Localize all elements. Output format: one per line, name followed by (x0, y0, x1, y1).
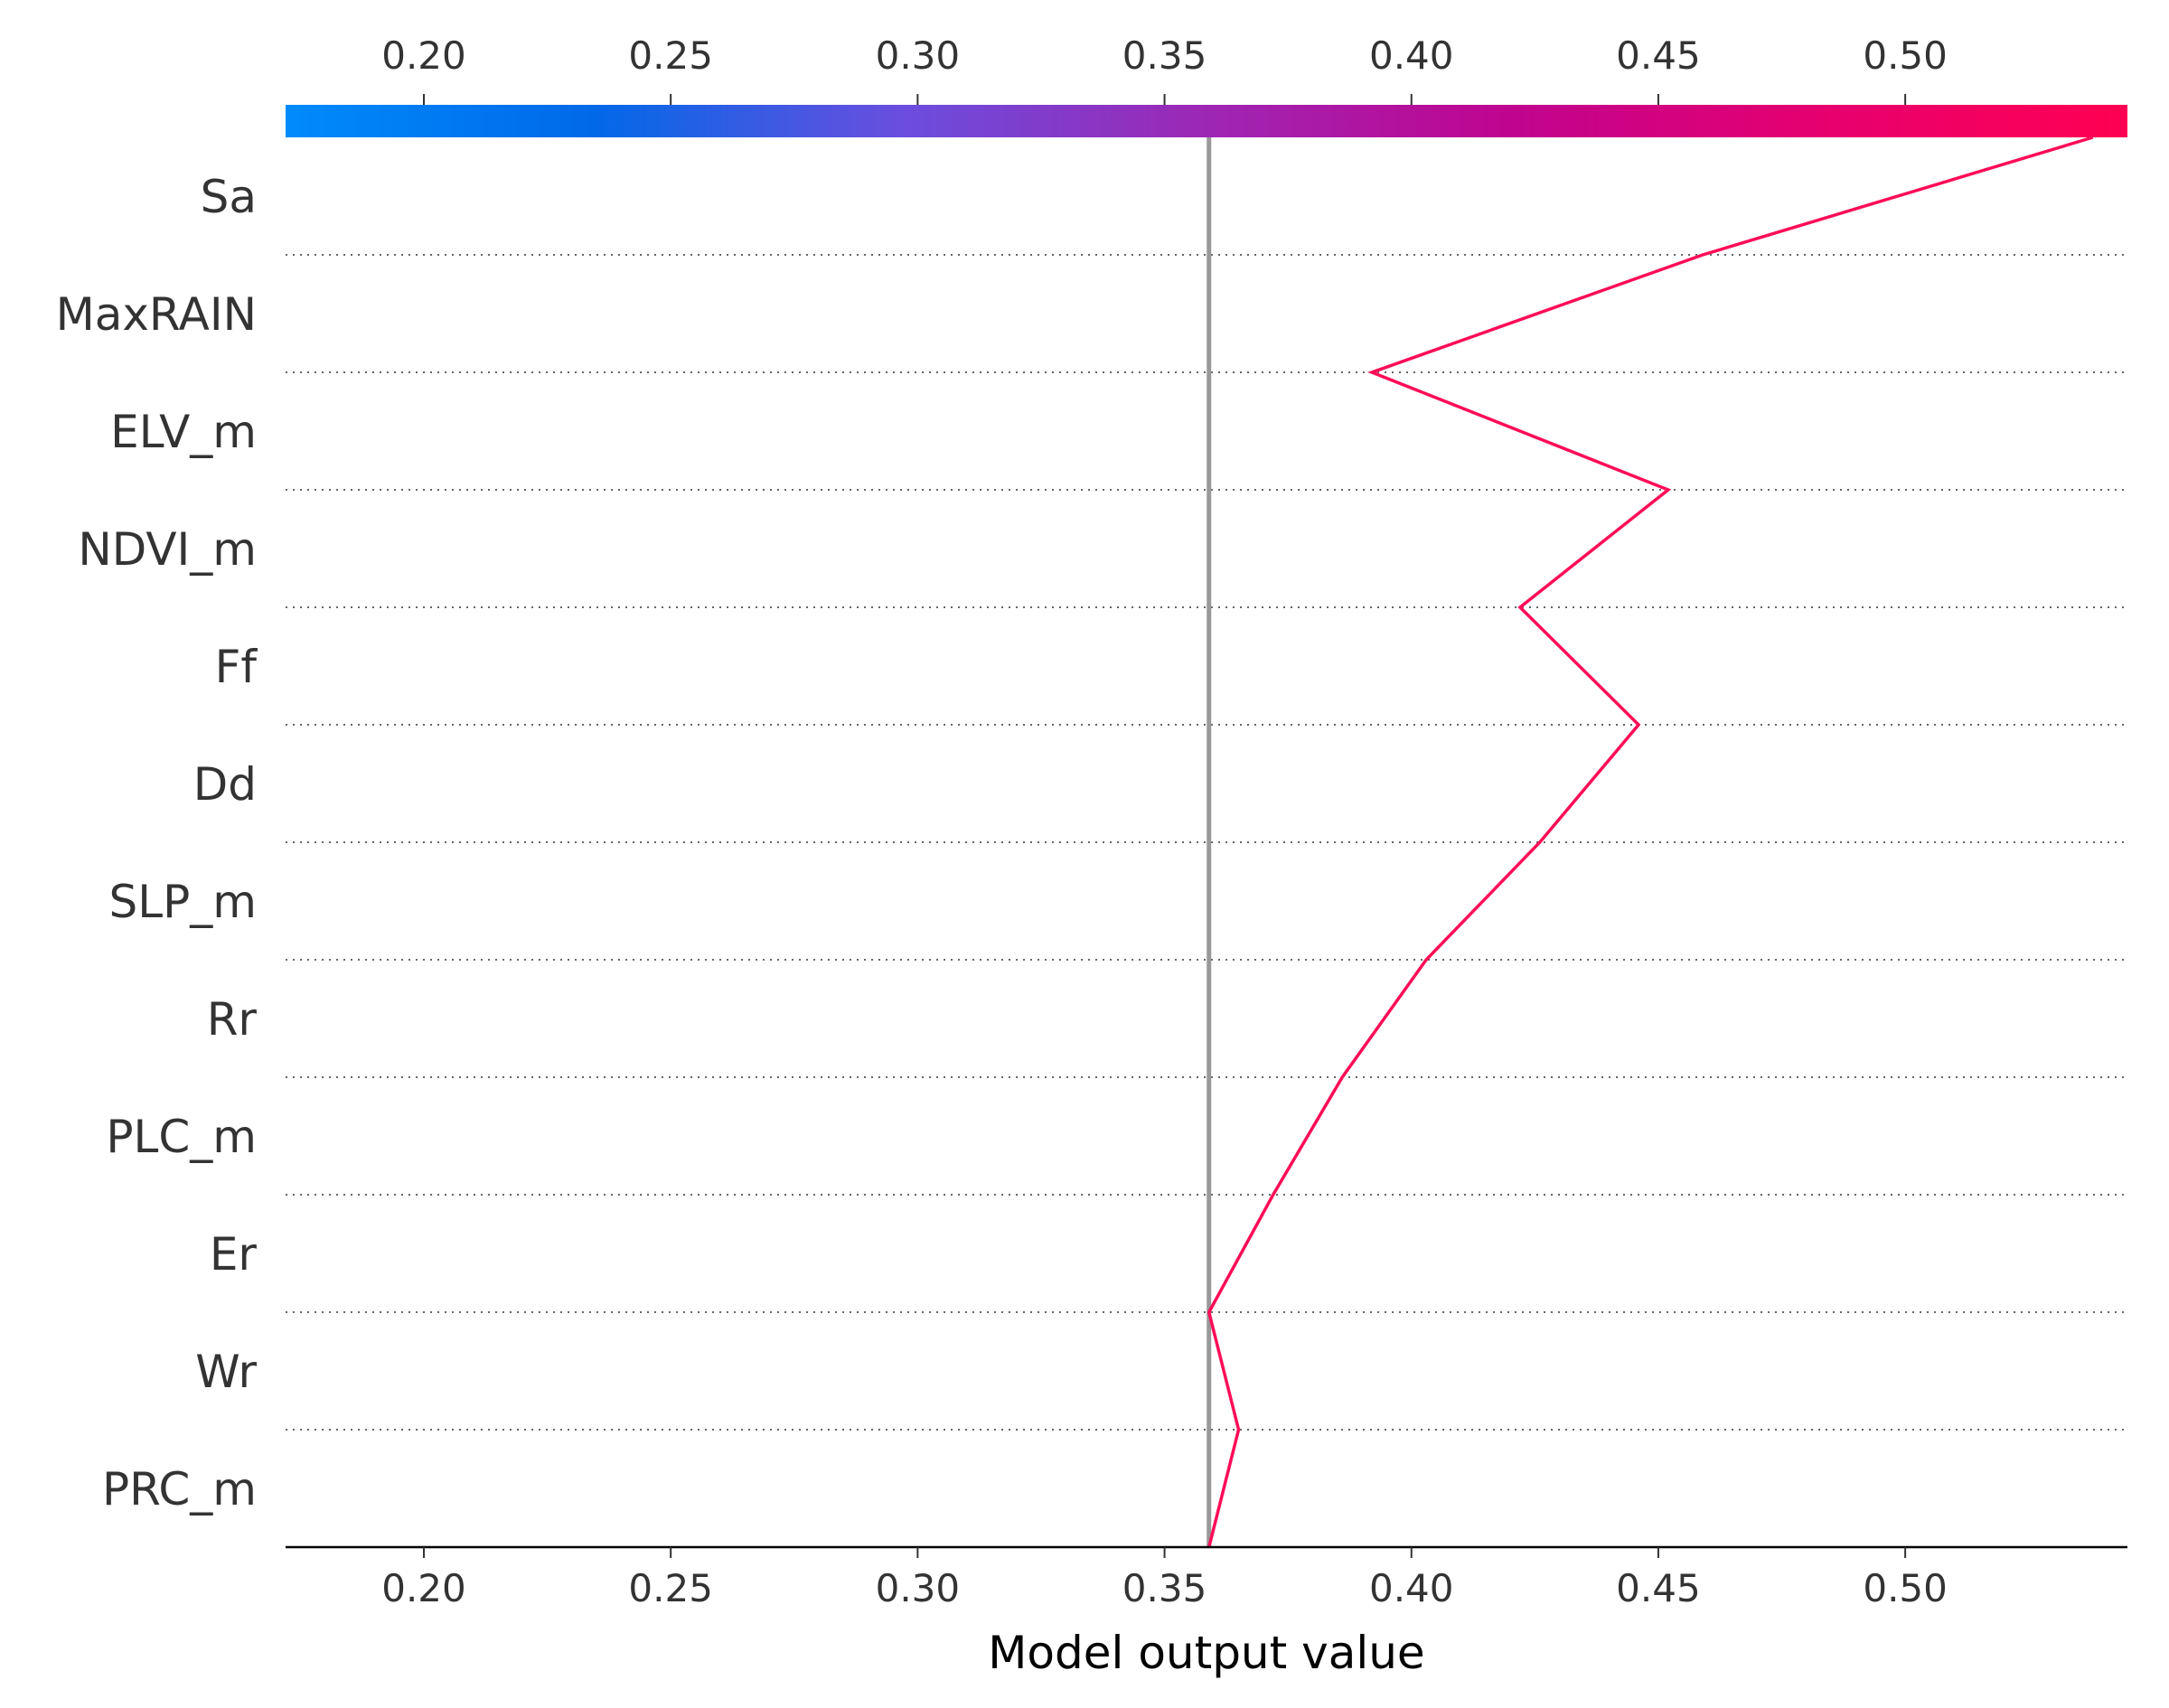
bottom-tick-label: 0.35 (1122, 1566, 1207, 1610)
top-tick-label: 0.30 (876, 33, 961, 78)
feature-label: NDVI_m (78, 523, 257, 576)
feature-label: SLP_m (109, 876, 257, 928)
bottom-tick-label: 0.40 (1369, 1566, 1454, 1610)
top-tick-label: 0.20 (381, 33, 466, 78)
bottom-tick-label: 0.50 (1863, 1566, 1948, 1610)
top-axis: 0.20 0.25 0.30 0.35 0.40 0.45 0.50 (381, 33, 1948, 105)
decision-line (1207, 136, 2094, 1548)
top-tick-label: 0.40 (1369, 33, 1454, 78)
feature-separators (286, 254, 2127, 1431)
feature-label: Wr (195, 1346, 257, 1398)
bottom-tick-label: 0.20 (381, 1566, 466, 1610)
feature-label: Sa (201, 171, 257, 223)
feature-label: Ff (215, 641, 258, 693)
feature-label: PRC_m (102, 1463, 257, 1516)
colorbar (286, 105, 2127, 137)
top-tick-label: 0.50 (1863, 33, 1948, 78)
feature-label: Er (210, 1228, 258, 1281)
feature-label: PLC_m (106, 1111, 257, 1163)
top-tick-label: 0.35 (1122, 33, 1207, 78)
bottom-tick-label: 0.45 (1616, 1566, 1701, 1610)
x-axis-title: Model output value (988, 1627, 1424, 1679)
bottom-tick-label: 0.30 (876, 1566, 961, 1610)
top-tick-label: 0.25 (628, 33, 713, 78)
bottom-axis: 0.20 0.25 0.30 0.35 0.40 0.45 0.50 (381, 1547, 1948, 1610)
feature-labels: Sa MaxRAIN ELV_m NDVI_m Ff Dd SLP_m Rr PLC_m Er Wr… (56, 171, 258, 1516)
feature-label: Dd (193, 758, 257, 811)
bottom-tick-label: 0.25 (628, 1566, 713, 1610)
feature-label: ELV_m (110, 406, 257, 458)
feature-label: MaxRAIN (56, 288, 257, 341)
top-tick-label: 0.45 (1616, 33, 1701, 78)
feature-label: Rr (207, 993, 258, 1046)
